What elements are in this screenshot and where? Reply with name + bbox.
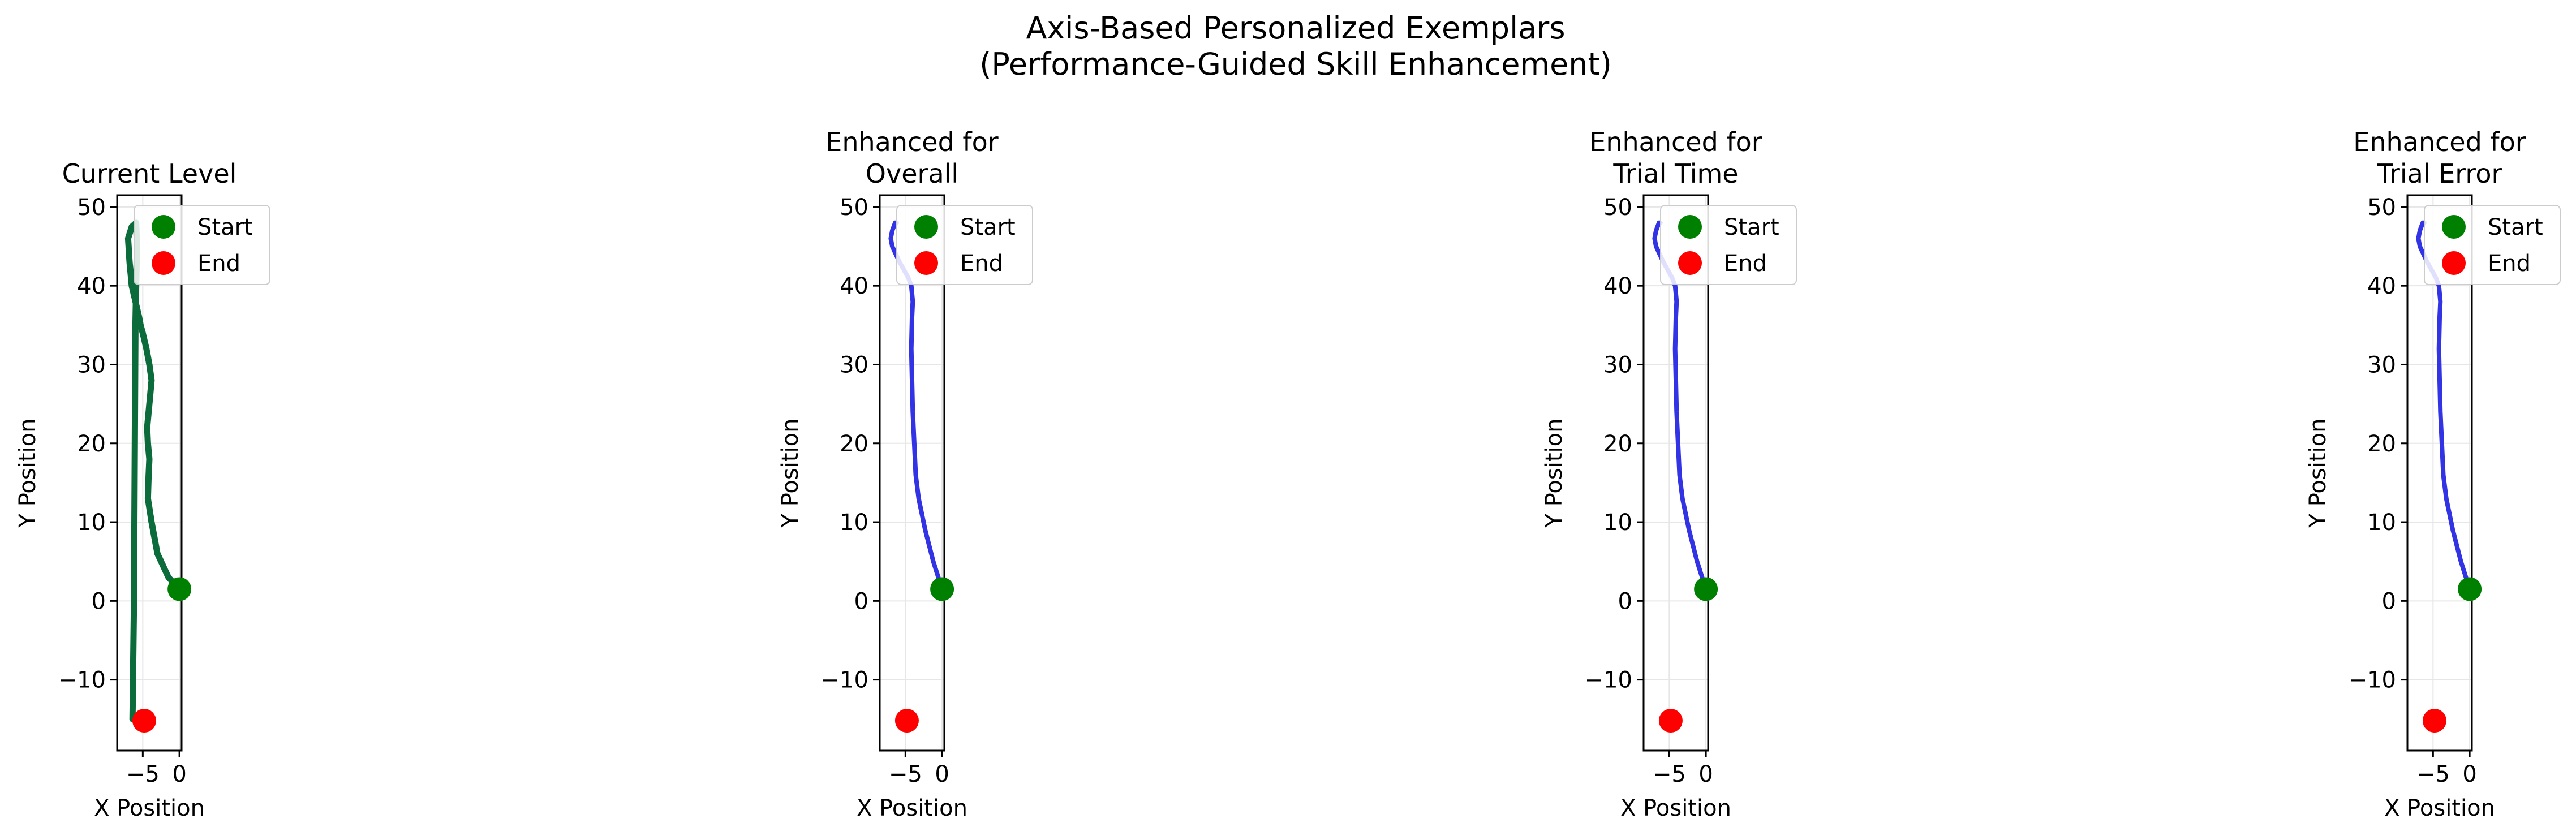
start-point [2458, 577, 2482, 601]
trajectory-line [888, 220, 945, 592]
legend-label: Start [2488, 214, 2543, 240]
y-axis-label: Y Position [15, 419, 41, 528]
trajectory-line [1652, 220, 1709, 592]
y-tick-label: −10 [1585, 667, 1632, 693]
x-tick-label: −5 [889, 761, 922, 787]
y-tick-label: 50 [77, 195, 106, 221]
axes-frame [879, 194, 945, 752]
legend-marker [2442, 215, 2466, 239]
x-tick-label: 0 [1698, 761, 1713, 787]
y-tick-label: 50 [2367, 195, 2396, 221]
legend-marker [914, 251, 938, 275]
axes-frame [2406, 194, 2473, 752]
subplot-title: Current Level [62, 158, 237, 189]
legend-marker [152, 215, 175, 239]
legend-marker [914, 215, 938, 239]
legend-marker [1678, 251, 1702, 275]
y-tick-label: 30 [840, 352, 868, 378]
y-tick-label: 30 [1603, 352, 1632, 378]
legend-marker [1678, 215, 1702, 239]
legend-label: Start [1724, 214, 1779, 240]
subplot-title: Trial Error [2377, 158, 2502, 189]
legend-label: End [2488, 251, 2531, 277]
y-tick-label: 30 [77, 352, 106, 378]
legend-label: End [1724, 251, 1767, 277]
axes-frame [116, 194, 183, 752]
axes-frame [1642, 194, 1709, 752]
legend-label: End [197, 251, 240, 277]
x-tick-label: 0 [172, 761, 186, 787]
y-tick-label: 40 [1603, 273, 1632, 299]
y-tick-label: 10 [1603, 510, 1632, 536]
start-point [930, 577, 954, 601]
x-axis-label: X Position [1620, 795, 1731, 821]
subplot-3: −10 0 10 20 30 40 50 −5 0 X Position Y Position Enh… [1541, 127, 1797, 821]
y-tick-label: 0 [92, 588, 106, 614]
y-axis-label: Y Position [777, 419, 803, 528]
y-tick-label: 50 [840, 195, 868, 221]
x-tick-label: 0 [935, 761, 949, 787]
x-tick-label: −5 [1653, 761, 1686, 787]
y-tick-label: 20 [2367, 431, 2396, 457]
legend-label: Start [197, 214, 253, 240]
x-axis-label: X Position [857, 795, 967, 821]
y-axis-label: Y Position [2305, 419, 2331, 528]
y-tick-label: 0 [854, 588, 868, 614]
legend-label: Start [960, 214, 1016, 240]
start-point [167, 577, 192, 601]
trajectory-line [2416, 220, 2472, 592]
y-tick-label: 50 [1603, 195, 1632, 221]
end-point [894, 709, 919, 733]
end-point [2422, 709, 2446, 733]
y-tick-label: 30 [2367, 352, 2396, 378]
end-point [132, 709, 156, 733]
y-tick-label: 20 [1603, 431, 1632, 457]
y-tick-label: 40 [2367, 273, 2396, 299]
y-tick-label: 40 [840, 273, 868, 299]
y-tick-label: 10 [840, 510, 868, 536]
y-tick-label: −10 [58, 667, 106, 693]
subplot-title: Enhanced for [2353, 127, 2526, 157]
x-tick-label: −5 [2416, 761, 2450, 787]
y-tick-label: 0 [1618, 588, 1632, 614]
subplot-2: −10 0 10 20 30 40 50 −5 0 X Position Y Position Enh… [777, 127, 1033, 821]
y-tick-label: 20 [77, 431, 106, 457]
legend-marker [152, 251, 175, 275]
x-axis-label: X Position [94, 795, 205, 821]
x-tick-label: 0 [2462, 761, 2476, 787]
y-tick-label: 10 [77, 510, 106, 536]
subplot-title: Overall [866, 158, 958, 189]
legend-marker [2442, 251, 2466, 275]
figure-title: Axis-Based Personalized Exemplars [1026, 10, 1565, 46]
y-tick-label: 20 [840, 431, 868, 457]
subplot-title: Enhanced for [1589, 127, 1762, 157]
legend-label: End [960, 251, 1003, 277]
start-point [1694, 577, 1718, 601]
y-axis-label: Y Position [1541, 419, 1567, 528]
subplot-1: −10 0 10 20 30 40 50 −5 0 X Position Y Position Cur… [15, 158, 270, 821]
x-tick-label: −5 [126, 761, 160, 787]
y-tick-label: 10 [2367, 510, 2396, 536]
panels: −10 0 10 20 30 40 50 −5 0 X Position Y Position Cur… [15, 127, 2561, 821]
trajectory-line [124, 219, 183, 722]
y-tick-label: 0 [2382, 588, 2396, 614]
subplot-4: −10 0 10 20 30 40 50 −5 0 X Position Y Position Enh… [2305, 127, 2561, 821]
end-point [1658, 709, 1683, 733]
y-tick-label: −10 [2349, 667, 2396, 693]
subplot-title: Enhanced for [825, 127, 998, 157]
subplot-title: Trial Time [1612, 158, 1738, 189]
x-axis-label: X Position [2384, 795, 2495, 821]
figure-subtitle: (Performance-Guided Skill Enhancement) [979, 46, 1612, 82]
y-tick-label: −10 [821, 667, 868, 693]
y-tick-label: 40 [77, 273, 106, 299]
